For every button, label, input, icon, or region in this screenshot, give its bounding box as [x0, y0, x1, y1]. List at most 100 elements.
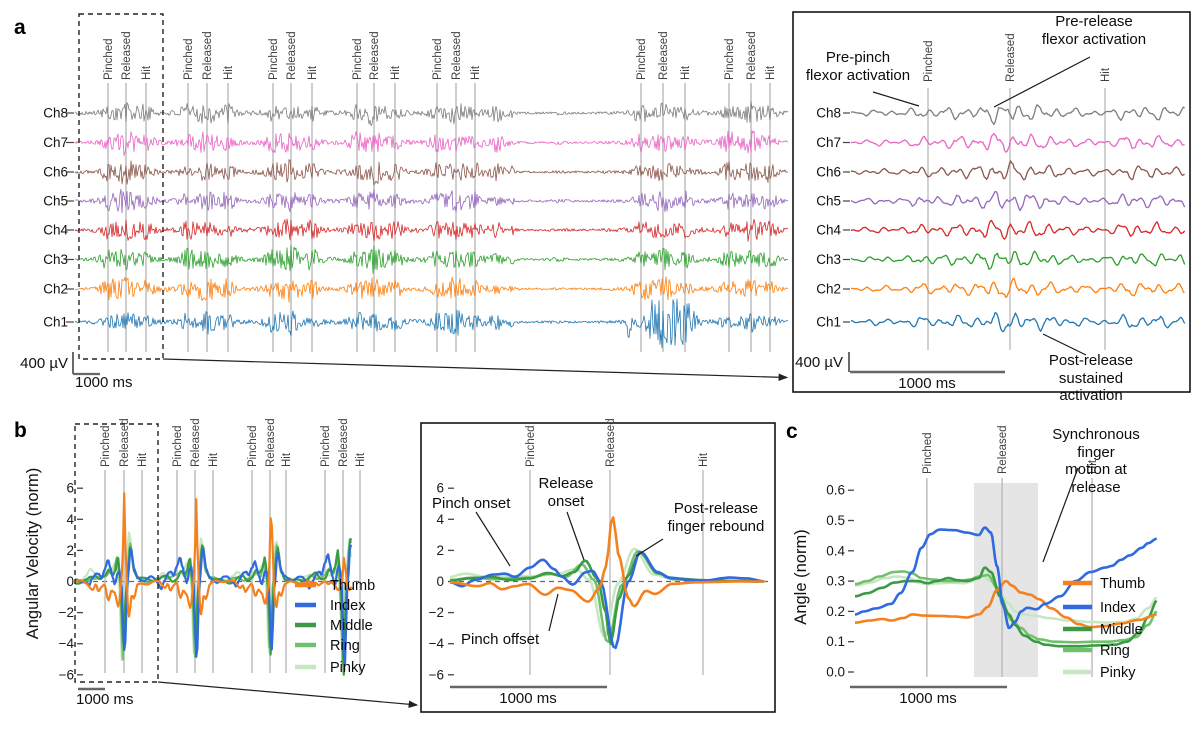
a-event-label: Released	[121, 31, 133, 80]
b-annotation-pinch-offset: Pinch offset	[461, 631, 540, 648]
a-inset-channel-label-ch5: Ch5	[816, 194, 841, 209]
b-annotation-pinch-onset: Pinch onset	[432, 495, 511, 512]
a-annotation-line-post-release	[1042, 333, 1087, 356]
b-legend-label-thumb: Thumb	[330, 578, 375, 594]
b-y-tick-label: 4	[66, 512, 74, 527]
b-event-label: Pinched	[172, 425, 184, 467]
b-inset-event-label: Released	[605, 418, 617, 467]
a-inset-channel-label-ch2: Ch2	[816, 282, 841, 297]
a-inset-channel-label-ch1: Ch1	[816, 315, 841, 330]
a-inset-channel-label-ch3: Ch3	[816, 252, 841, 267]
b-event-label: Released	[190, 418, 202, 467]
b-inset-y-tick-label: 4	[436, 512, 444, 527]
a-event-label: Pinched	[432, 38, 444, 80]
a-emg-trace-ch2	[75, 276, 788, 303]
c-angle-trace-thumb	[855, 579, 1157, 629]
a-event-label: Hit	[680, 65, 692, 80]
a-emg-trace-ch7	[74, 130, 789, 156]
a-annotation-pre-release: Pre-release flexor activation	[1041, 13, 1147, 48]
b-inset-velocity-trace-index	[449, 551, 765, 650]
b-y-tick-label: 2	[66, 543, 74, 558]
c-scale-time: 1000 ms	[899, 690, 957, 707]
a-event-label: Pinched	[103, 38, 115, 80]
a-channel-label-ch5: Ch5	[43, 194, 68, 209]
a-emg-trace-ch5	[74, 188, 789, 214]
c-legend-label-thumb: Thumb	[1100, 576, 1145, 592]
a-scale-time: 1000 ms	[75, 374, 133, 391]
a-event-label: Released	[202, 31, 214, 80]
a-emg-trace-ch6	[74, 159, 788, 186]
a-event-label: Hit	[470, 65, 482, 80]
c-y-axis-label: Angle (norm)	[792, 529, 810, 625]
a-scale-amplitude: 400 µV	[20, 355, 68, 372]
b-legend-label-middle: Middle	[330, 618, 373, 634]
b-y-tick-label: −4	[59, 636, 75, 651]
b-inset-y-tick-label: 2	[436, 543, 444, 558]
a-inset-emg-trace-ch3	[850, 250, 1186, 270]
a-event-label: Hit	[307, 65, 319, 80]
b-inset-y-tick-label: 6	[436, 481, 444, 496]
c-y-tick-label: 0.5	[826, 513, 845, 528]
a-zoom-connector	[162, 358, 789, 381]
b-annotation-rebound: Post-release finger rebound	[667, 500, 765, 535]
a-emg-trace-ch8	[74, 101, 789, 126]
b-event-label: Pinched	[100, 425, 112, 467]
a-event-label: Hit	[223, 65, 235, 80]
panel-b-label: b	[14, 419, 27, 442]
b-event-label: Pinched	[247, 425, 259, 467]
b-event-label: Released	[119, 418, 131, 467]
b-velocity-trace-thumb	[74, 492, 353, 618]
a-inset-emg-trace-ch8	[850, 104, 1186, 126]
c-legend-label-middle: Middle	[1100, 622, 1143, 638]
c-y-tick-label: 0.6	[826, 483, 845, 498]
c-y-tick-label: 0.1	[826, 634, 845, 649]
b-legend-label-index: Index	[330, 598, 366, 614]
a-event-label: Pinched	[352, 38, 364, 80]
b-annotation-release-onset: Release onset	[538, 475, 594, 510]
b-inset-y-tick-label: −6	[429, 667, 444, 682]
a-inset-emg-trace-ch6	[850, 160, 1185, 181]
a-inset-emg-trace-ch2	[851, 277, 1185, 298]
a-emg-trace-ch3	[74, 245, 789, 274]
c-y-tick-label: 0.4	[826, 543, 845, 558]
a-inset-channel-label-ch8: Ch8	[816, 106, 841, 121]
b-y-axis-label: Angular Velocity (norm)	[24, 467, 42, 640]
a-event-label: Released	[286, 31, 298, 80]
a-inset-event-label: Hit	[1100, 67, 1112, 82]
b-y-tick-label: 0	[66, 574, 74, 589]
a-emg-trace-ch1	[74, 298, 789, 349]
b-inset-event-label: Hit	[698, 452, 710, 467]
a-inset-channel-label-ch7: Ch7	[816, 135, 841, 150]
a-event-label: Released	[746, 31, 758, 80]
c-y-tick-label: 0.2	[826, 604, 845, 619]
a-event-label: Pinched	[724, 38, 736, 80]
a-channel-label-ch1: Ch1	[43, 315, 68, 330]
a-inset-channel-label-ch4: Ch4	[816, 223, 841, 238]
a-inset-event-label: Pinched	[923, 40, 935, 82]
a-inset-scale-time: 1000 ms	[898, 375, 956, 392]
a-annotation-pre-pinch: Pre-pinch flexor activation	[805, 49, 911, 84]
a-inset-emg-trace-ch1	[850, 312, 1186, 333]
c-event-label: Released	[997, 425, 1009, 474]
a-inset-channel-label-ch6: Ch6	[816, 165, 841, 180]
c-y-tick-label: 0.0	[826, 665, 845, 680]
b-annotation-line-release-onset	[566, 511, 585, 561]
c-annotation-synchronous: Synchronous finger motion at release	[1052, 426, 1140, 497]
b-event-label: Hit	[208, 452, 220, 467]
c-y-tick-label: 0.3	[826, 574, 845, 589]
b-event-label: Released	[265, 418, 277, 467]
b-y-tick-label: 6	[66, 481, 74, 496]
c-legend-label-index: Index	[1100, 600, 1136, 616]
a-event-label: Pinched	[636, 38, 648, 80]
a-emg-trace-ch4	[74, 218, 789, 242]
c-legend-label-ring: Ring	[1100, 643, 1130, 659]
a-event-label: Released	[658, 31, 670, 80]
b-annotation-line-pinch-offset	[548, 593, 559, 632]
a-event-label: Pinched	[268, 38, 280, 80]
b-inset-y-tick-label: 0	[436, 574, 444, 589]
a-inset-emg-trace-ch4	[850, 219, 1186, 240]
a-inset-scale-amplitude: 400 µV	[795, 354, 843, 371]
b-scale-time: 1000 ms	[76, 691, 134, 708]
